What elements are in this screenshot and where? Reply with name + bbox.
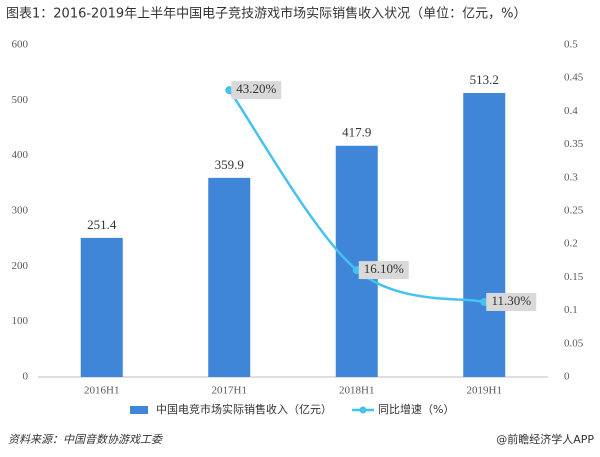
brand: @前瞻经济学人APP [496,432,594,446]
y2-tick-label: 0.2 [564,238,578,250]
bar [463,93,506,378]
line-value-label: 16.10% [364,261,404,276]
bar-value-label: 251.4 [87,217,117,232]
x-tick-label: 2018H1 [339,385,374,397]
legend-label: 同比增速（%） [378,402,454,416]
label-box [358,261,409,280]
y2-tick-label: 0.05 [564,337,584,349]
y2-tick-label: 0.15 [564,271,584,283]
line-value-label: 11.30% [491,293,531,308]
y-tick-label: 300 [12,205,29,217]
y-tick-label: 400 [12,149,29,161]
y2-tick-label: 0.3 [564,171,578,183]
y2-tick-label: 0.45 [564,72,584,84]
y2-tick-label: 0.25 [564,205,584,217]
line [228,89,485,304]
label-box [231,81,282,100]
legend-swatch [130,406,148,414]
bar [208,177,251,377]
bar [80,237,123,377]
y-tick-label: 200 [12,260,29,272]
x-tick-label: 2019H1 [467,385,502,397]
y-tick-label: 100 [12,315,29,327]
y2-tick-label: 0.35 [564,138,584,150]
chart-title: 图表1：2016-2019年上半年中国电子竞技游戏市场实际销售收入状况（单位：亿… [6,6,526,22]
y2-tick-label: 0.1 [564,304,578,316]
y-tick-label: 500 [12,94,29,106]
y2-tick-label: 0 [564,371,570,383]
y-tick-label: 0 [23,371,29,383]
y-tick-label: 600 [12,39,29,51]
bar-value-label: 417.9 [342,125,371,140]
bar-value-label: 359.9 [215,157,244,172]
legend-swatch [359,406,367,414]
bar-value-label: 513.2 [470,72,499,87]
y2-tick-label: 0.4 [564,105,578,117]
source: 资料来源：中国音数协游戏工委 [8,433,164,446]
x-tick-label: 2016H1 [84,385,119,397]
label-box [486,292,537,311]
legend-label: 中国电竞市场实际销售收入（亿元） [156,402,332,416]
x-tick-label: 2017H1 [212,385,247,397]
line-value-label: 43.20% [236,81,276,96]
y2-tick-label: 0.5 [564,39,578,51]
